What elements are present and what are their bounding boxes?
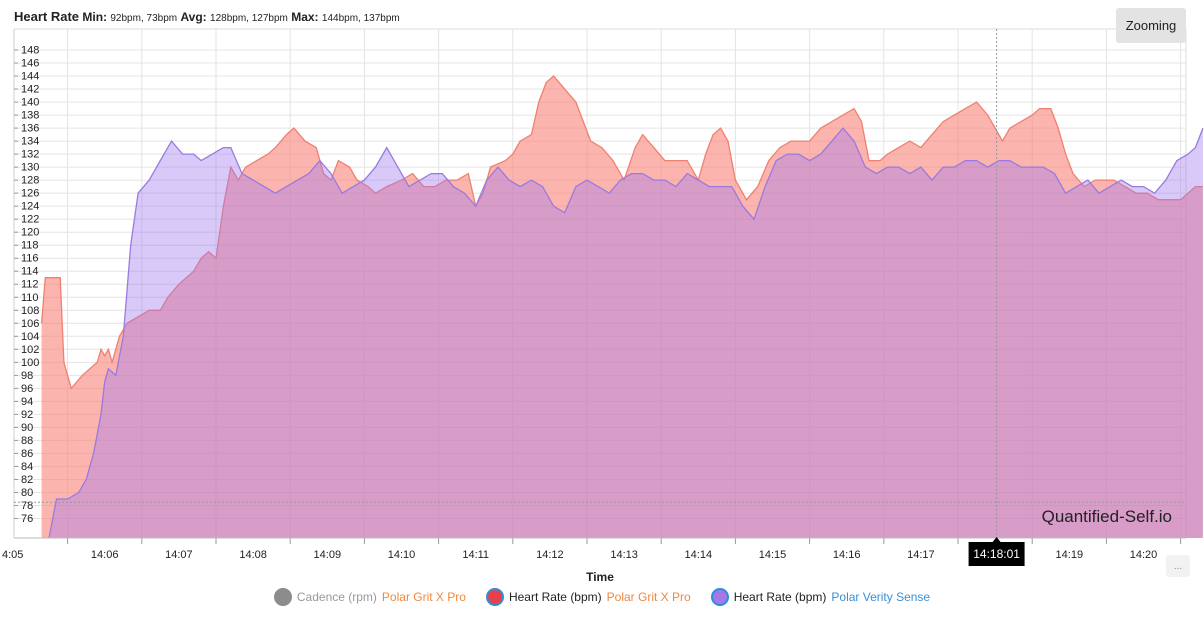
y-tick-label: 94	[21, 396, 33, 408]
y-tick-label: 78	[21, 500, 33, 512]
y-tick-label: 118	[21, 240, 39, 252]
x-tick-label: 14:15	[759, 549, 787, 561]
y-tick-label: 144	[21, 71, 39, 83]
y-axis: 7678808284868890929496981001021041061081…	[13, 29, 39, 538]
series-line-grit-x-pro	[40, 75, 1203, 390]
x-tick-label: 14:17	[907, 549, 935, 561]
legend-item-hr-verity[interactable]: Heart Rate (bpm) Polar Verity Sense	[710, 588, 931, 606]
x-tick-label: 14:12	[536, 549, 564, 561]
crosshair-time-box	[968, 542, 1025, 566]
y-tick-label: 110	[21, 292, 39, 304]
x-tick-label: 4:05	[2, 549, 23, 561]
y-tick-label: 86	[21, 448, 33, 460]
y-tick-label: 104	[21, 331, 39, 343]
crosshair-time-label: 14:18:01	[973, 547, 1020, 561]
y-tick-label: 128	[21, 175, 39, 187]
x-axis-title: Time	[586, 570, 614, 584]
avg-label: Avg:	[180, 10, 207, 24]
legend-device-label: Polar Grit X Pro	[606, 590, 691, 604]
y-tick-label: 130	[21, 162, 39, 174]
legend-series-label: Heart Rate (bpm)	[508, 590, 602, 604]
x-tick-label: 14:11	[462, 549, 489, 561]
y-tick-label: 106	[21, 318, 39, 330]
y-tick-label: 140	[21, 97, 39, 109]
y-tick-label: 122	[21, 214, 39, 226]
legend-dot-hr-grit	[485, 588, 504, 606]
y-tick-label: 124	[21, 201, 39, 213]
y-tick-label: 92	[21, 409, 33, 421]
chart-title-row: Heart Rate Min: 92bpm, 73bpm Avg: 128bpm…	[14, 9, 400, 24]
x-tick-label: 14:10	[388, 549, 416, 561]
zooming-button[interactable]: Zooming	[1116, 8, 1186, 43]
y-tick-label: 138	[21, 110, 39, 122]
legend-item-cadence[interactable]: Cadence (rpm) Polar Grit X Pro	[273, 588, 466, 606]
x-tick-label: 14:06	[91, 549, 119, 561]
x-tick-label: 14:16	[833, 549, 861, 561]
x-tick-label: 14:14	[685, 549, 713, 561]
legend-device-label: Polar Grit X Pro	[381, 590, 466, 604]
crosshair: 14:18:01	[14, 29, 1186, 566]
y-tick-label: 126	[21, 188, 39, 200]
y-tick-label: 96	[21, 383, 33, 395]
legend: Cadence (rpm) Polar Grit X Pro Heart Rat…	[0, 588, 1204, 606]
y-tick-label: 120	[21, 227, 39, 239]
y-tick-label: 142	[21, 84, 39, 96]
y-tick-label: 76	[21, 513, 33, 525]
y-tick-label: 134	[21, 136, 39, 148]
chart-title: Heart Rate	[14, 9, 80, 24]
series-area-grit-x-pro	[41, 76, 1203, 538]
y-tick-label: 90	[21, 422, 33, 434]
y-tick-label: 84	[21, 461, 33, 473]
min-value: 92bpm, 73bpm	[110, 13, 178, 24]
legend-dot-hr-verity	[710, 588, 729, 606]
series-line-verity-sense	[48, 127, 1204, 539]
max-label: Max:	[291, 10, 319, 24]
x-tick-label: 14:13	[610, 549, 638, 561]
y-tick-label: 82	[21, 474, 33, 486]
legend-device-label: Polar Verity Sense	[831, 590, 931, 604]
y-tick-label: 108	[21, 305, 39, 317]
x-tick-label: 14:07	[165, 549, 193, 561]
y-tick-label: 80	[21, 487, 33, 499]
y-tick-label: 102	[21, 344, 39, 356]
y-tick-label: 132	[21, 149, 39, 161]
x-tick-label: 14:19	[1056, 549, 1084, 561]
legend-series-label: Cadence (rpm)	[296, 590, 377, 604]
series-areas	[40, 75, 1204, 539]
min-label: Min:	[82, 10, 108, 24]
y-tick-label: 116	[21, 253, 39, 265]
legend-dot-cadence	[273, 588, 292, 606]
y-tick-label: 98	[21, 370, 33, 382]
y-tick-label: 148	[21, 45, 39, 57]
y-tick-label: 136	[21, 123, 39, 135]
series-area-verity-sense	[49, 128, 1203, 538]
y-tick-label: 88	[21, 435, 33, 447]
avg-value: 128bpm, 127bpm	[210, 13, 288, 24]
legend-series-label: Heart Rate (bpm)	[733, 590, 827, 604]
watermark-text: Quantified-Self.io	[1042, 507, 1172, 526]
crosshair-time-pointer	[992, 537, 1001, 542]
y-tick-label: 146	[21, 58, 39, 70]
y-tick-label: 114	[21, 266, 39, 278]
max-value: 144bpm, 137bpm	[321, 13, 400, 24]
x-tick-label: 14:08	[239, 549, 267, 561]
y-tick-label: 100	[21, 357, 39, 369]
x-tick-label: 14:20	[1130, 549, 1158, 561]
legend-item-hr-grit[interactable]: Heart Rate (bpm) Polar Grit X Pro	[485, 588, 691, 606]
x-tick-label: 14:09	[314, 549, 342, 561]
y-tick-label: 112	[21, 279, 39, 291]
more-options-button[interactable]: ...	[1166, 555, 1190, 577]
